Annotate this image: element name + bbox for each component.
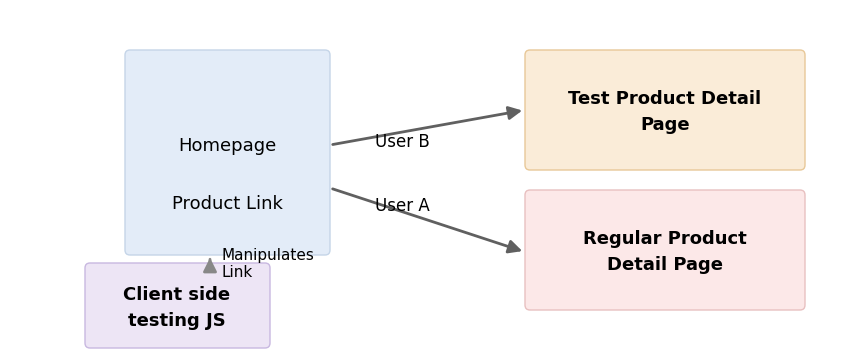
Text: Homepage

Product Link: Homepage Product Link <box>172 137 282 213</box>
Text: Test Product Detail
Page: Test Product Detail Page <box>569 91 762 134</box>
Text: Client side
testing JS: Client side testing JS <box>123 286 230 329</box>
FancyBboxPatch shape <box>525 190 805 310</box>
FancyBboxPatch shape <box>125 50 330 255</box>
Text: Manipulates
Link: Manipulates Link <box>222 248 314 280</box>
Text: User B: User B <box>375 133 430 151</box>
Text: Regular Product
Detail Page: Regular Product Detail Page <box>583 231 747 274</box>
FancyBboxPatch shape <box>85 263 270 348</box>
FancyBboxPatch shape <box>525 50 805 170</box>
Text: User A: User A <box>375 197 430 215</box>
